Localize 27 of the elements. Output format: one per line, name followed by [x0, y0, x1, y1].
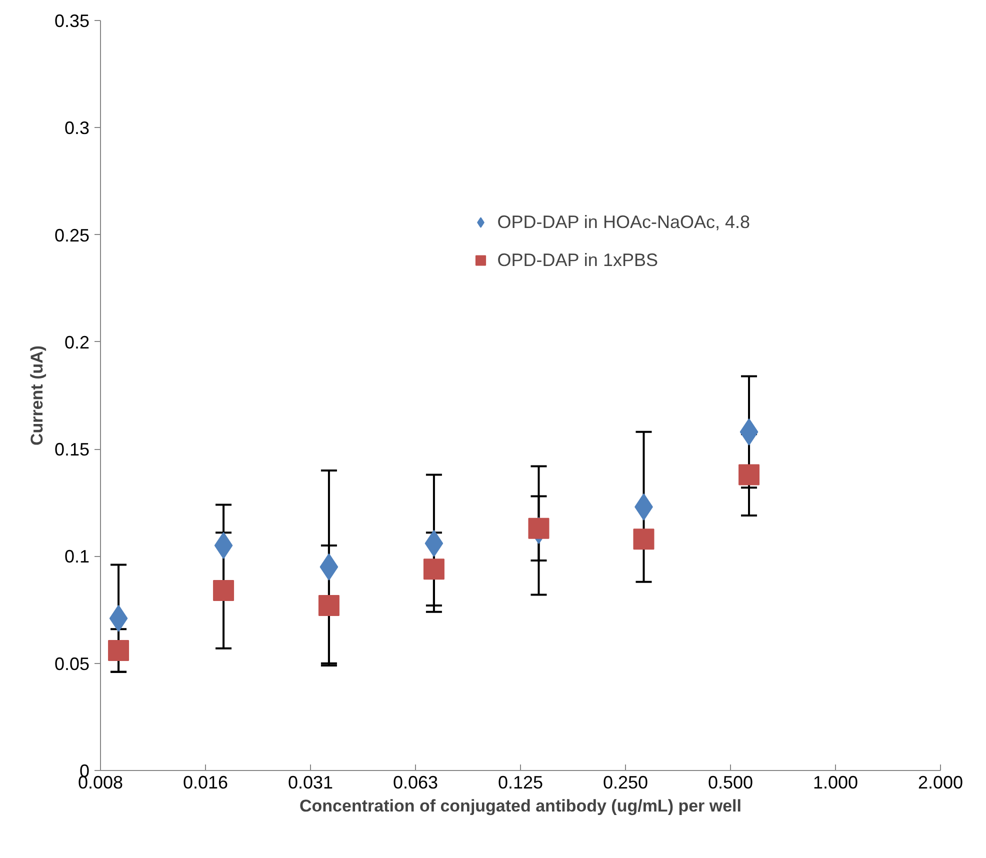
y-axis-title: Current (uA): [27, 345, 46, 446]
legend-label: OPD-DAP in 1xPBS: [497, 250, 658, 270]
x-tick-label: 0.500: [708, 772, 754, 792]
y-tick-label: 0.15: [54, 440, 90, 460]
y-tick-label: 0.2: [64, 332, 90, 352]
y-tick-label: 0.25: [54, 225, 90, 246]
point: [214, 532, 233, 559]
x-tick-label: 1.000: [812, 772, 858, 792]
point: [423, 558, 444, 580]
x-tick-label: 0.250: [602, 772, 648, 792]
x-axis-title: Concentration of conjugated antibody (ug/mL) per well: [300, 796, 742, 816]
point: [213, 580, 234, 601]
y-tick-label: 0.1: [64, 546, 90, 567]
point: [633, 528, 654, 550]
y-tick-label: 0.3: [64, 118, 90, 138]
x-tick-label: 0.063: [392, 772, 438, 792]
legend-label: OPD-DAP in HOAc-NaOAc, 4.8: [497, 212, 750, 232]
y-tick-label: 0.05: [54, 654, 90, 674]
point: [528, 518, 550, 539]
x-tick-label: 2.000: [918, 772, 964, 792]
point: [738, 464, 760, 486]
point: [108, 640, 130, 661]
y-tick-label: 0.35: [54, 11, 90, 31]
x-tick-label: 0.031: [288, 772, 334, 792]
x-tick-label: 0.125: [498, 772, 544, 792]
x-tick-label: 0.016: [182, 772, 228, 792]
point: [318, 595, 340, 616]
